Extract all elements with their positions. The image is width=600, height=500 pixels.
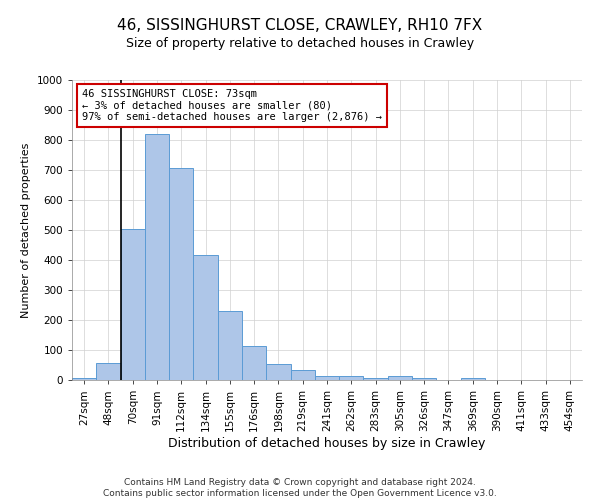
Text: Size of property relative to detached houses in Crawley: Size of property relative to detached ho…: [126, 38, 474, 51]
Bar: [193, 254, 218, 380]
Text: Contains HM Land Registry data © Crown copyright and database right 2024.
Contai: Contains HM Land Registry data © Crown c…: [103, 478, 497, 498]
Y-axis label: Number of detached properties: Number of detached properties: [21, 142, 31, 318]
Bar: [364, 378, 388, 380]
Bar: [242, 346, 266, 380]
Bar: [412, 378, 436, 380]
Bar: [218, 311, 242, 380]
X-axis label: Distribution of detached houses by size in Crawley: Distribution of detached houses by size …: [169, 436, 485, 450]
Bar: [290, 370, 315, 380]
Bar: [315, 376, 339, 380]
Bar: [266, 364, 290, 380]
Text: 46, SISSINGHURST CLOSE, CRAWLEY, RH10 7FX: 46, SISSINGHURST CLOSE, CRAWLEY, RH10 7F…: [118, 18, 482, 32]
Text: 46 SISSINGHURST CLOSE: 73sqm
← 3% of detached houses are smaller (80)
97% of sem: 46 SISSINGHURST CLOSE: 73sqm ← 3% of det…: [82, 89, 382, 122]
Bar: [121, 228, 145, 380]
Bar: [388, 376, 412, 380]
Bar: [72, 378, 96, 380]
Bar: [96, 362, 121, 380]
Bar: [339, 376, 364, 380]
Bar: [461, 378, 485, 380]
Bar: [145, 134, 169, 380]
Bar: [169, 168, 193, 380]
